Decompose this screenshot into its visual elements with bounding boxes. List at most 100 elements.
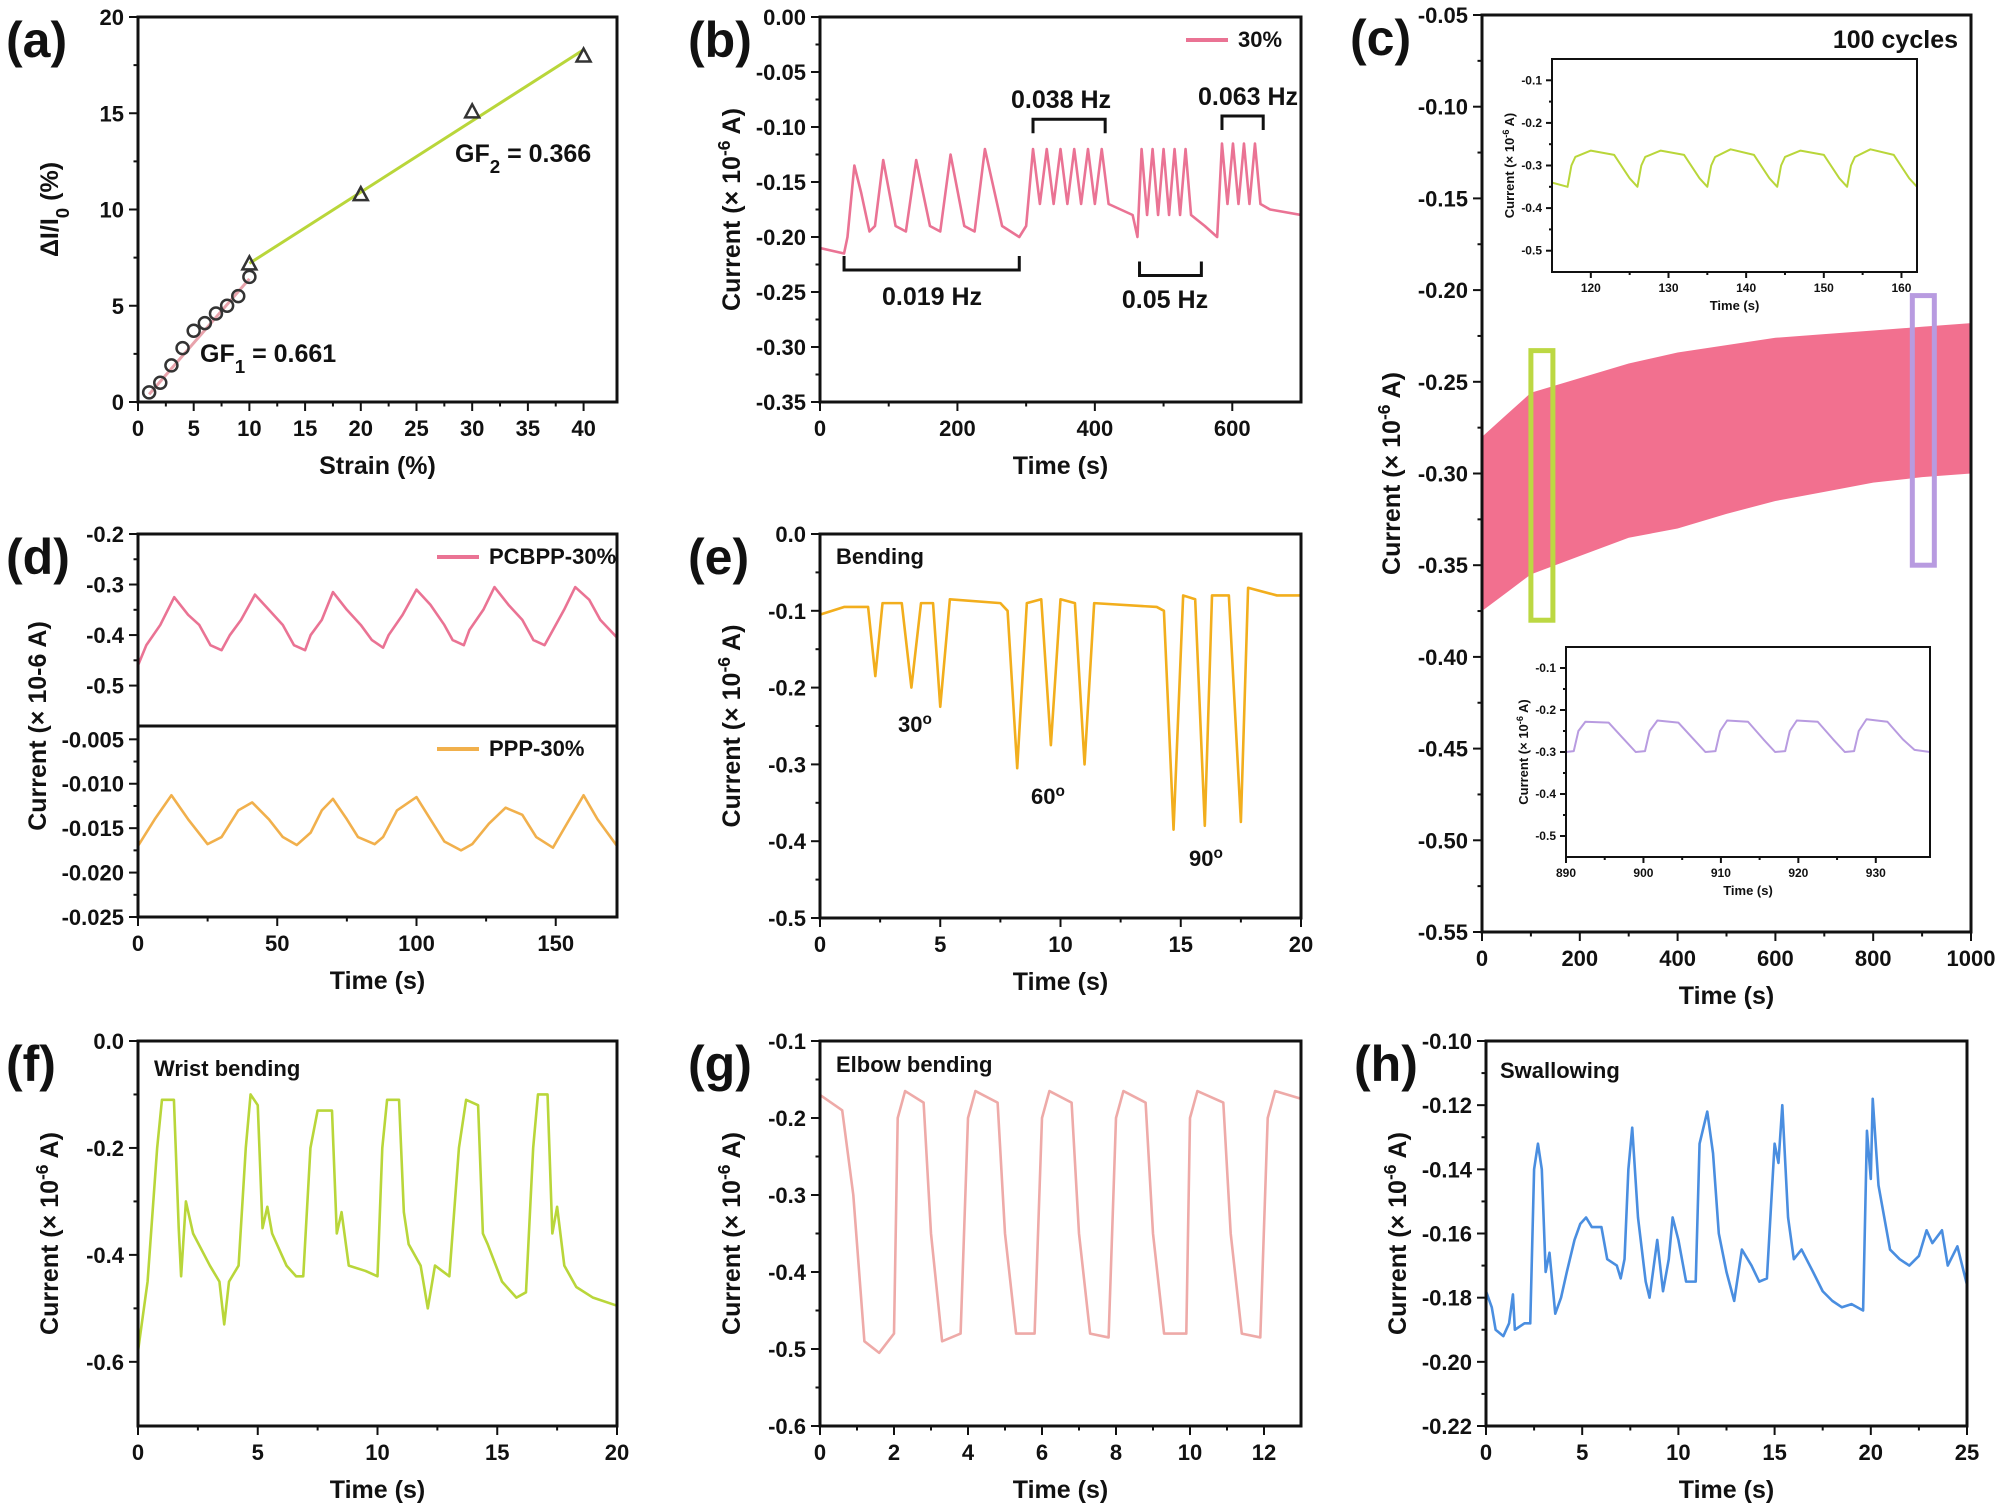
panel-b: 0 200 400 600 -0.35 -0.30 -0.25 -0.20 -0.15 -0.10… (688, 5, 1303, 480)
y-tick-label: -0.22 (1422, 1414, 1472, 1439)
highlight-box (1528, 348, 1556, 623)
panel-c_inset2: 890 900 910 920 930 -0.5 -0.4 -0.3 -0.2 -0.1 Time … (1515, 646, 1931, 898)
annotation: 60o (1031, 783, 1065, 810)
y-axis-label: Current (× 10-6 A) (1374, 372, 1406, 575)
annotation: Swallowing (1500, 1058, 1620, 1083)
y-axis-label: Current (× 10-6 A) (714, 1132, 746, 1335)
x-tick-label: 10 (1178, 1440, 1202, 1465)
data-point-circle (242, 269, 257, 285)
y-tick-label: -0.16 (1422, 1222, 1472, 1247)
x-tick-label: 10 (237, 416, 261, 441)
plot-area (138, 1093, 617, 1352)
y-tick-label: 20 (100, 5, 124, 30)
y-tick-label: 0.0 (775, 522, 806, 547)
y-axis-label: Current (× 10-6 A) (1501, 113, 1517, 219)
y-tick-label: -0.3 (768, 752, 806, 777)
x-tick-label: 40 (571, 416, 595, 441)
x-tick-label: 50 (265, 931, 289, 956)
x-tick-label: 400 (1659, 946, 1696, 971)
text-run: A) (718, 108, 746, 140)
x-tick-label: 5 (188, 416, 200, 441)
text-run: 0.019 Hz (882, 283, 982, 311)
y-tick-label: -0.4 (768, 1260, 807, 1285)
text-run: Time (s) (1710, 298, 1760, 313)
y-tick-label: -0.3 (1521, 159, 1542, 173)
x-tick-label: 5 (252, 1440, 264, 1465)
x-tick-label: 890 (1556, 866, 1576, 880)
x-tick-label: 15 (1762, 1440, 1786, 1465)
y-tick-label: -0.4 (1535, 787, 1556, 801)
y-tick-label: -0.1 (1521, 73, 1542, 87)
y-tick-label: 0.0 (93, 1029, 124, 1054)
x-tick-label: 20 (1859, 1440, 1883, 1465)
text-run: -6 (714, 140, 734, 156)
y-tick-label: -0.3 (768, 1183, 806, 1208)
x-tick-label: 800 (1855, 946, 1892, 971)
panel-h: 0 5 10 15 20 25 -0.22 -0.20 -0.18 -0.16 -0.14 -0.12… (1354, 1029, 1979, 1504)
x-axis-label: Strain (%) (319, 452, 436, 480)
y-tick-label: -0.10 (756, 115, 806, 140)
text-run: Time (s) (1679, 982, 1774, 1010)
text-run: o (923, 711, 932, 728)
text-run: Current (× 10 (1384, 1180, 1412, 1335)
y-tick-label: -0.4 (86, 623, 125, 648)
x-tick-label: 20 (349, 416, 373, 441)
data-point-triangle (463, 101, 482, 119)
series-line (1566, 718, 1930, 753)
text-run: -6 (1380, 1164, 1400, 1180)
y-tick-label: -0.015 (62, 816, 124, 841)
x-tick-label: 920 (1788, 866, 1808, 880)
inset-background (1552, 59, 1917, 272)
y-tick-label: -0.3 (86, 573, 124, 598)
annotation: GF1 = 0.661 (200, 340, 336, 377)
x-tick-label: 5 (934, 932, 946, 957)
x-tick-label: 10 (1048, 932, 1072, 957)
x-tick-label: 0 (814, 1440, 826, 1465)
y-tick-label: -0.30 (1418, 462, 1468, 487)
x-axis-label: Time (s) (330, 1476, 425, 1504)
plot-area (1566, 718, 1930, 753)
text-run: 0.038 Hz (1011, 86, 1111, 114)
x-tick-label: 600 (1214, 416, 1251, 441)
annotation: 0.038 Hz (1011, 86, 1111, 114)
text-run: Current (× 10 (1378, 420, 1406, 575)
text-run: 0.05 Hz (1122, 286, 1208, 314)
frequency-bracket (1031, 117, 1107, 134)
x-tick-label: 120 (1581, 281, 1601, 295)
y-tick-label: -0.6 (768, 1414, 806, 1439)
y-tick-label: -0.1 (768, 1029, 806, 1054)
legend-label: PPP-30% (489, 736, 584, 761)
x-tick-label: 200 (939, 416, 976, 441)
panel-c_inset1: 120 130 140 150 160 -0.5 -0.4 -0.3 -0.2 -0.1 Time … (1501, 58, 1918, 313)
text-run: Time (s) (1013, 1476, 1108, 1504)
data-point-circle (219, 298, 235, 313)
y-axis-label: Current (× 10-6 A) (714, 108, 746, 311)
y-tick-label: -0.14 (1422, 1157, 1473, 1182)
text-run: Time (s) (1013, 968, 1108, 996)
x-tick-label: 25 (1955, 1440, 1979, 1465)
y-tick-label: -0.5 (1521, 244, 1542, 258)
series-line (138, 793, 617, 852)
y-tick-label: -0.05 (1418, 3, 1468, 28)
x-tick-label: 0 (814, 416, 826, 441)
plot-area (820, 142, 1301, 255)
text-run: A) (1378, 372, 1406, 404)
x-tick-label: 15 (1169, 932, 1193, 957)
y-tick-label: 10 (100, 198, 124, 223)
text-run: Current (× 10 (1502, 138, 1517, 219)
annotation: 100 cycles (1833, 26, 1958, 54)
series-line (820, 1089, 1301, 1355)
y-tick-label: -0.4 (768, 829, 807, 854)
data-point-triangle (574, 45, 593, 63)
text-run: Elbow bending (836, 1052, 992, 1077)
y-tick-label: -0.35 (1418, 553, 1468, 578)
text-run: 30 (898, 712, 922, 737)
text-run: -6 (714, 657, 734, 673)
y-tick-label: -0.15 (756, 170, 806, 195)
x-tick-label: 0 (1476, 946, 1488, 971)
plot-frame (136, 1039, 619, 1428)
x-tick-label: 30 (460, 416, 484, 441)
text-run: Time (s) (1679, 1476, 1774, 1504)
text-run: Current (× 10 (36, 1180, 64, 1335)
